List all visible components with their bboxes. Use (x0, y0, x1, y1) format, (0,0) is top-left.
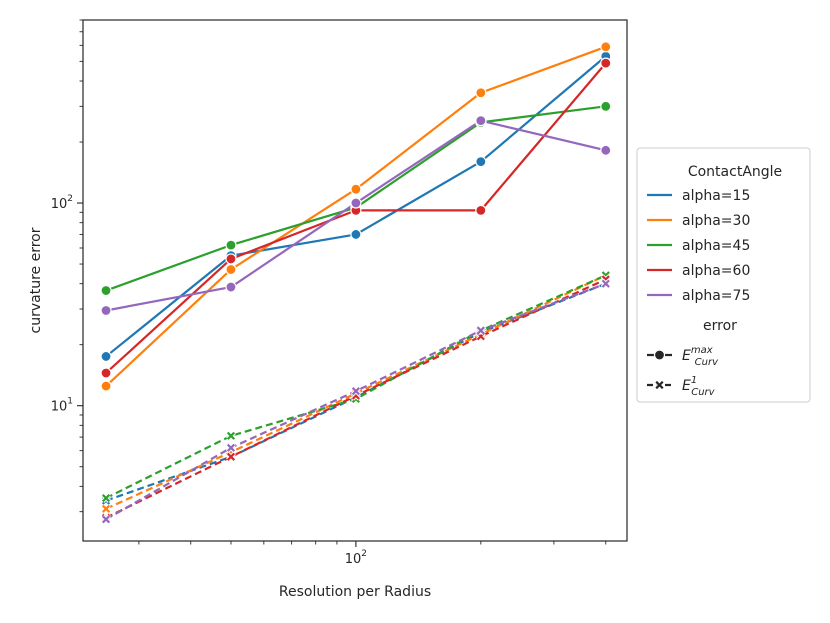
series-line-max-alpha-60 (105, 62, 607, 374)
point-l1-alpha-45 (226, 431, 236, 441)
legend-style-sup: 1 (691, 375, 697, 386)
point-max-alpha-30 (100, 380, 112, 392)
y-tick-label-exp: 1 (67, 397, 73, 407)
point-max-alpha-60 (100, 367, 112, 379)
x-tick-label-base: 10 (345, 552, 362, 567)
point-max-alpha-60 (225, 253, 237, 265)
y-tick-label-base: 10 (51, 197, 68, 212)
point-l1-alpha-60 (226, 451, 236, 462)
point-max-alpha-75 (100, 304, 112, 317)
legend-style-sub: Curv (695, 357, 719, 368)
legend-marker-circle (653, 349, 666, 361)
axes-frame (82, 19, 628, 542)
legend-label: alpha=15 (682, 188, 750, 204)
point-l1-alpha-75-stroke (476, 326, 485, 335)
legend-style-base: E (682, 378, 691, 394)
point-max-alpha-15 (100, 350, 112, 363)
legend-marker-x-stroke (655, 380, 664, 390)
point-max-alpha-45 (600, 100, 612, 112)
series-line-l1-alpha-45 (105, 274, 607, 500)
point-max-alpha-45 (225, 239, 237, 251)
series-line-max-alpha-30 (105, 45, 607, 387)
legend: ContactAngle alpha=15 alpha=30 alpha=45 alph… (636, 147, 811, 403)
point-l1-alpha-45-stroke (226, 431, 236, 440)
y-tick-label: 102 (51, 194, 73, 212)
y-axis-label: curvature error (28, 227, 44, 333)
legend-style-sup: max (691, 345, 713, 356)
point-max-alpha-30 (600, 41, 612, 53)
x-axis-label: Resolution per Radius (279, 584, 431, 600)
point-l1-alpha-75-stroke (601, 279, 610, 288)
point-max-alpha-60 (600, 57, 612, 69)
point-l1-alpha-30 (101, 504, 111, 514)
point-l1-alpha-75-stroke (351, 387, 360, 396)
point-l1-alpha-45-stroke (101, 494, 111, 503)
point-max-alpha-60 (475, 204, 487, 216)
legend-label: alpha=45 (682, 238, 750, 254)
point-l1-alpha-60-stroke (226, 452, 236, 461)
point-max-alpha-75 (350, 197, 362, 209)
legend-style-title: error (703, 318, 737, 334)
point-l1-alpha-75 (351, 386, 361, 396)
point-l1-alpha-75 (101, 514, 111, 525)
point-l1-alpha-75 (226, 442, 236, 453)
point-max-alpha-75 (225, 281, 237, 293)
point-max-alpha-30 (475, 87, 487, 99)
point-l1-alpha-75-stroke (226, 443, 236, 452)
legend-hue-title: ContactAngle (688, 164, 782, 180)
y-tick-label: 101 (51, 397, 73, 415)
legend-box (636, 147, 811, 403)
point-max-alpha-45 (100, 284, 112, 297)
point-max-alpha-30 (350, 183, 362, 195)
legend-style-base: E (682, 348, 691, 364)
x-tick-label-exp: 2 (361, 549, 367, 559)
legend-label: alpha=30 (682, 213, 750, 229)
y-tick-label-exp: 2 (67, 194, 73, 204)
point-max-alpha-15 (475, 156, 487, 168)
point-l1-alpha-75 (476, 325, 486, 336)
point-l1-alpha-75 (600, 278, 611, 289)
point-max-alpha-15 (350, 228, 362, 241)
point-max-alpha-30 (225, 263, 237, 276)
legend-style-sub: Curv (691, 387, 715, 398)
legend-marker-x (654, 380, 665, 390)
y-tick-label-base: 10 (51, 400, 68, 415)
point-max-alpha-75 (475, 115, 487, 127)
legend-label: alpha=75 (682, 288, 750, 304)
x-tick-label: 102 (345, 549, 367, 567)
legend-style-label: E1 Curv (682, 375, 716, 398)
point-l1-alpha-30-stroke (101, 504, 111, 513)
point-l1-alpha-75-stroke (101, 515, 111, 524)
point-max-alpha-75 (600, 144, 612, 156)
point-l1-alpha-45 (101, 493, 111, 503)
legend-style-label: Emax Curv (682, 345, 719, 368)
legend-label: alpha=60 (682, 263, 750, 279)
plot-area (100, 41, 612, 525)
